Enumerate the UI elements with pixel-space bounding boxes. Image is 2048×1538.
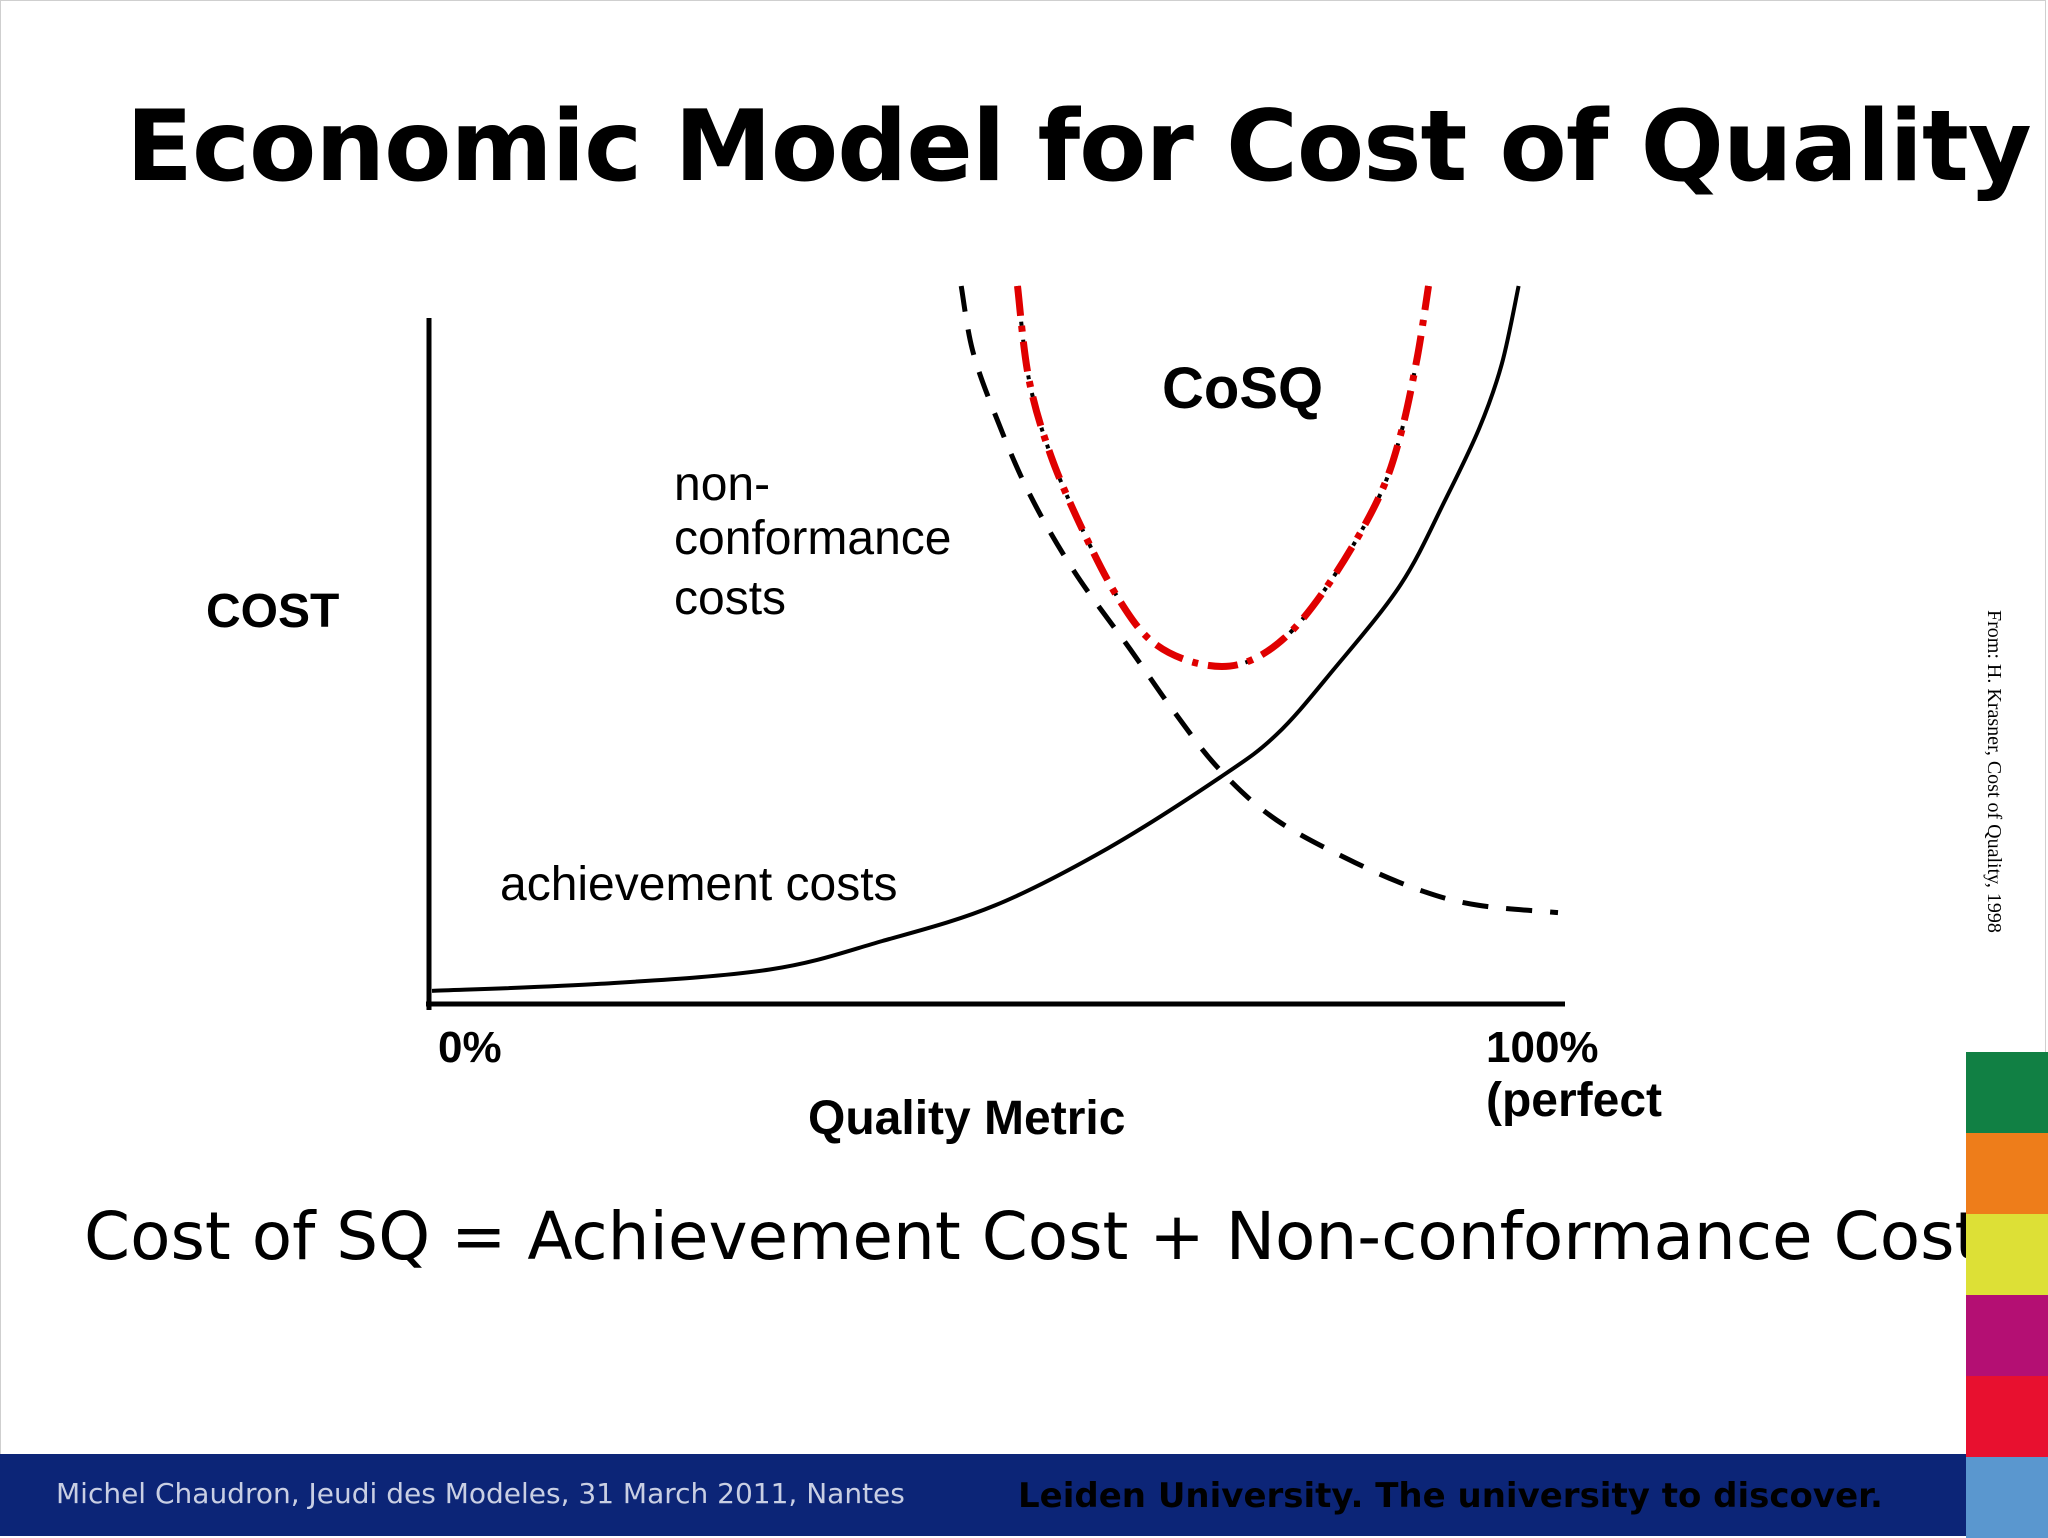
strip-block-red [1966, 1376, 2048, 1457]
achievement-label: achievement costs [500, 858, 898, 911]
strip-block-magenta [1966, 1295, 2048, 1376]
cost-formula: Cost of SQ = Achievement Cost + Non-conf… [84, 1198, 1981, 1275]
cosq-curve-outline [1015, 285, 1431, 669]
achievement-cost-curve [431, 285, 1521, 993]
slide-title: Economic Model for Cost of Quality [126, 90, 2032, 204]
y-axis-label: COST [206, 585, 339, 638]
non-conformance-cost-curve [958, 285, 1559, 916]
cosq-curve [1014, 285, 1432, 670]
strip-block-yellow [1966, 1214, 2048, 1295]
non-conformance-label-1: non- [674, 458, 770, 511]
x-axis-label: Quality Metric [808, 1092, 1125, 1145]
x-tick-end-note: (perfect [1486, 1074, 1662, 1127]
footer-bar [0, 1454, 1966, 1536]
x-tick-start: 0% [438, 1023, 502, 1072]
footer-credit: Michel Chaudron, Jeudi des Modeles, 31 M… [56, 1477, 905, 1510]
cosq-label: CoSQ [1162, 356, 1323, 421]
source-citation: From: H. Krasner, Cost of Quality, 1998 [1983, 610, 2005, 933]
footer-tagline: Leiden University. The university to dis… [1018, 1476, 1883, 1516]
brand-color-strip [1966, 1052, 2048, 1538]
strip-block-orange [1966, 1133, 2048, 1214]
non-conformance-label-3: costs [674, 572, 786, 625]
non-conformance-label-2: conformance [674, 512, 951, 565]
strip-block-green [1966, 1052, 2048, 1133]
strip-block-blue [1966, 1457, 2048, 1538]
x-tick-end: 100% [1486, 1023, 1599, 1072]
